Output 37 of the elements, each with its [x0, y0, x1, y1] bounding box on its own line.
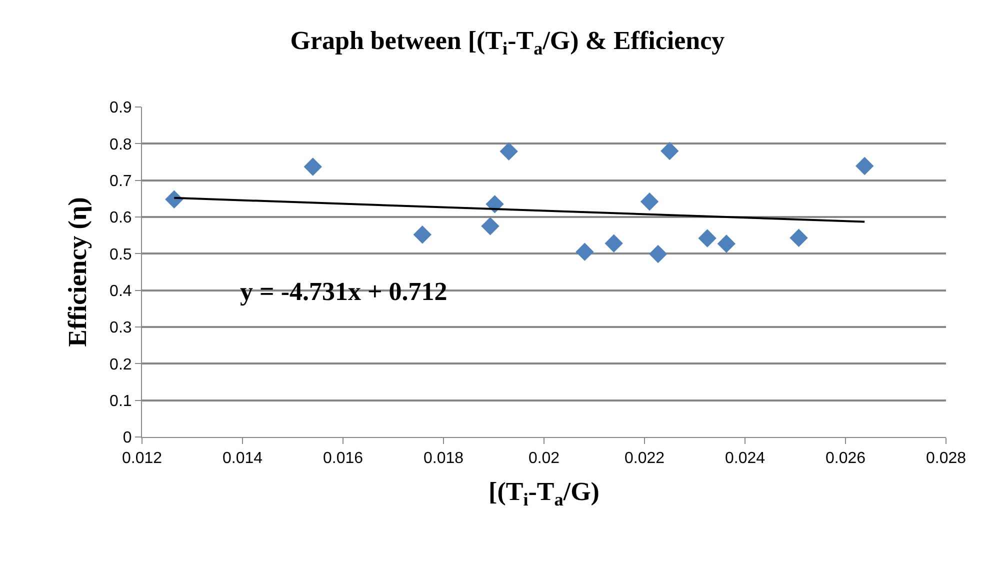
y-tick-label: 0.9	[110, 100, 132, 117]
point	[660, 142, 679, 160]
point	[413, 226, 432, 244]
y-tick-label: 0.4	[110, 282, 132, 300]
y-tick-label: 0.6	[110, 210, 132, 227]
y-axis-title: Efficiency (η)	[62, 197, 92, 347]
point	[640, 192, 659, 211]
point	[717, 234, 736, 253]
x-tick-label: 0.014	[222, 450, 263, 468]
chart-title: Graph between [(T$_{i}$-T$_{a}$/G) & Efficiency	[290, 26, 725, 58]
x-tick-label: 0.022	[624, 450, 665, 468]
y-tick-label: 0	[122, 430, 132, 447]
point	[576, 242, 594, 261]
x-tick-label: 0.012	[122, 450, 162, 468]
y-tick-label: 0.2	[110, 356, 132, 374]
y-tick-label: 0.3	[110, 320, 132, 337]
point	[165, 190, 184, 208]
x-tick-label: 0.028	[926, 450, 966, 468]
annotation: y = -4.731x + 0.712	[240, 277, 448, 306]
y-tick-label: 0.5	[110, 246, 132, 264]
point	[500, 142, 518, 160]
x-tick-label: 0.018	[423, 450, 464, 468]
point	[604, 234, 623, 252]
x-axis-title: [(T$_{i}$-T$_{a}$/G)	[488, 476, 600, 510]
x-tick-label: 0.016	[322, 450, 364, 468]
point	[304, 158, 322, 176]
point	[481, 217, 500, 236]
y-tick-label: 0.8	[110, 136, 132, 154]
y-tick-label: 0.1	[110, 392, 132, 410]
y-tick-label: 0.7	[110, 172, 132, 190]
point	[648, 244, 668, 264]
point	[856, 156, 874, 176]
x-tick-label: 0.026	[825, 450, 866, 468]
point	[698, 229, 716, 248]
x-tick-label: 0.024	[724, 450, 766, 468]
point	[790, 228, 808, 247]
x-tick-label: 0.02	[528, 450, 560, 468]
